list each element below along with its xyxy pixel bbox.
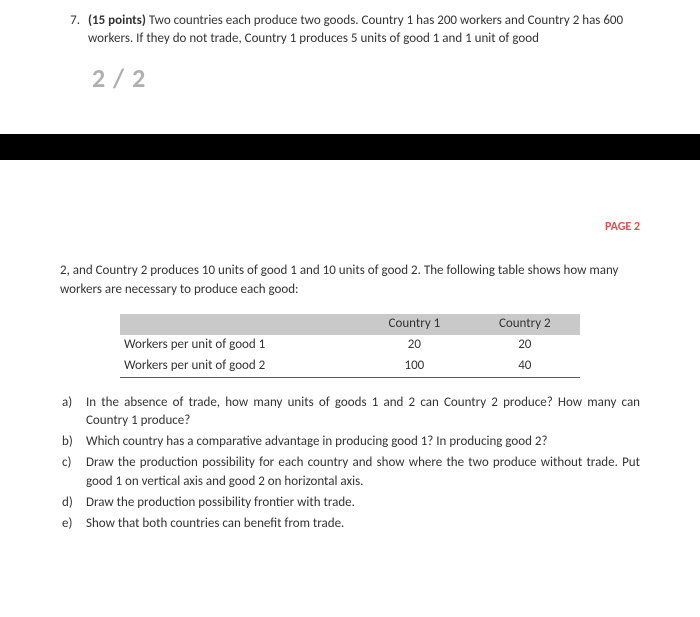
subpart-text: Draw the production possibility for each… bbox=[86, 454, 640, 492]
points-label: (15 points) bbox=[88, 13, 146, 28]
row-c2: 20 bbox=[470, 335, 580, 356]
subpart-letter: d) bbox=[60, 494, 86, 513]
subpart-text: Which country has a comparative advantag… bbox=[86, 433, 640, 452]
subpart-text: Show that both countries can benefit fro… bbox=[86, 515, 640, 534]
subpart-letter: b) bbox=[60, 433, 86, 452]
subpart-item: b) Which country has a comparative advan… bbox=[60, 433, 640, 452]
intro-continued: 2, and Country 2 produces 10 units of go… bbox=[60, 262, 640, 300]
table-header-c1: Country 1 bbox=[359, 314, 469, 335]
subpart-text: In the absence of trade, how many units … bbox=[86, 394, 640, 432]
subpart-item: a) In the absence of trade, how many uni… bbox=[60, 394, 640, 432]
subpart-item: d) Draw the production possibility front… bbox=[60, 494, 640, 513]
table-header-c2: Country 2 bbox=[470, 314, 580, 335]
workers-table-wrap: Country 1 Country 2 Workers per unit of … bbox=[120, 314, 580, 378]
question-row: 7. (15 points) Two countries each produc… bbox=[60, 12, 640, 48]
subpart-text: Draw the production possibility frontier… bbox=[86, 494, 640, 513]
subpart-item: e) Show that both countries can benefit … bbox=[60, 515, 640, 534]
subparts-list: a) In the absence of trade, how many uni… bbox=[60, 394, 640, 534]
workers-table: Country 1 Country 2 Workers per unit of … bbox=[120, 314, 580, 378]
row-label: Workers per unit of good 2 bbox=[120, 356, 359, 377]
page-container: 7. (15 points) Two countries each produc… bbox=[0, 0, 700, 617]
pager-indicator: 2 / 2 bbox=[92, 62, 640, 94]
subpart-item: c) Draw the production possibility for e… bbox=[60, 454, 640, 492]
subpart-letter: c) bbox=[60, 454, 86, 473]
table-header-row: Country 1 Country 2 bbox=[120, 314, 580, 335]
question-number: 7. bbox=[60, 12, 88, 30]
row-c2: 40 bbox=[470, 356, 580, 377]
section-divider-bar bbox=[0, 134, 700, 160]
table-header-blank bbox=[120, 314, 359, 335]
table-row: Workers per unit of good 2 100 40 bbox=[120, 356, 580, 377]
intro-top-text: Two countries each produce two goods. Co… bbox=[88, 13, 623, 46]
table-row: Workers per unit of good 1 20 20 bbox=[120, 335, 580, 356]
top-block: 7. (15 points) Two countries each produc… bbox=[0, 0, 700, 94]
question-intro-top: (15 points) Two countries each produce t… bbox=[88, 12, 640, 48]
row-c1: 100 bbox=[359, 356, 469, 377]
spacer bbox=[0, 160, 700, 220]
subpart-letter: e) bbox=[60, 515, 86, 534]
row-c1: 20 bbox=[359, 335, 469, 356]
page-number-label: PAGE 2 bbox=[0, 220, 700, 234]
lower-block: 2, and Country 2 produces 10 units of go… bbox=[0, 234, 700, 533]
subpart-letter: a) bbox=[60, 394, 86, 413]
row-label: Workers per unit of good 1 bbox=[120, 335, 359, 356]
